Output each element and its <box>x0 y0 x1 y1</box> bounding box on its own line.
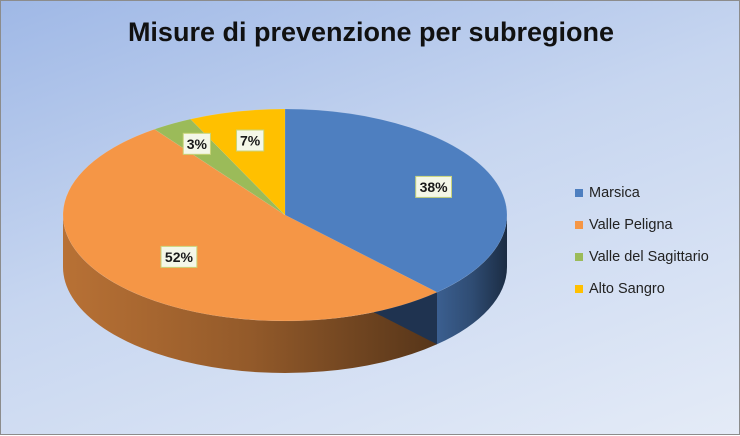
legend-label-valle-del-sagittario: Valle del Sagittario <box>589 249 709 265</box>
slice-valle-peligna[interactable] <box>62 128 438 322</box>
svg-text:38%: 38% <box>420 179 449 195</box>
legend-swatch-marsica <box>575 189 583 197</box>
slice-marsica[interactable] <box>284 108 508 293</box>
legend-swatch-alto-sangro <box>575 285 583 293</box>
svg-text:7%: 7% <box>240 133 261 149</box>
legend-item-valle-del-sagittario: Valle del Sagittario <box>575 249 709 265</box>
svg-text:52%: 52% <box>165 249 194 265</box>
data-label-alto-sangro: 7% <box>236 129 265 152</box>
slice-side-marsica <box>436 215 507 345</box>
legend-label-marsica: Marsica <box>589 185 640 201</box>
legend-item-marsica: Marsica <box>575 185 709 201</box>
legend-label-alto-sangro: Alto Sangro <box>589 281 665 297</box>
svg-text:3%: 3% <box>187 136 208 152</box>
data-label-valle-peligna: 52% <box>160 245 198 268</box>
legend-label-valle-peligna: Valle Peligna <box>589 217 673 233</box>
data-label-marsica: 38% <box>415 175 453 198</box>
legend-swatch-valle-peligna <box>575 221 583 229</box>
legend-item-alto-sangro: Alto Sangro <box>575 281 709 297</box>
data-label-valle-del-sagittario: 3% <box>182 132 211 155</box>
legend-item-valle-peligna: Valle Peligna <box>575 217 709 233</box>
chart-title: Misure di prevenzione per subregione <box>127 17 615 47</box>
legend-swatch-valle-del-sagittario <box>575 253 583 261</box>
legend: Marsica Valle Peligna Valle del Sagittario… <box>575 185 709 313</box>
slice-side-valle-peligna <box>63 215 437 373</box>
